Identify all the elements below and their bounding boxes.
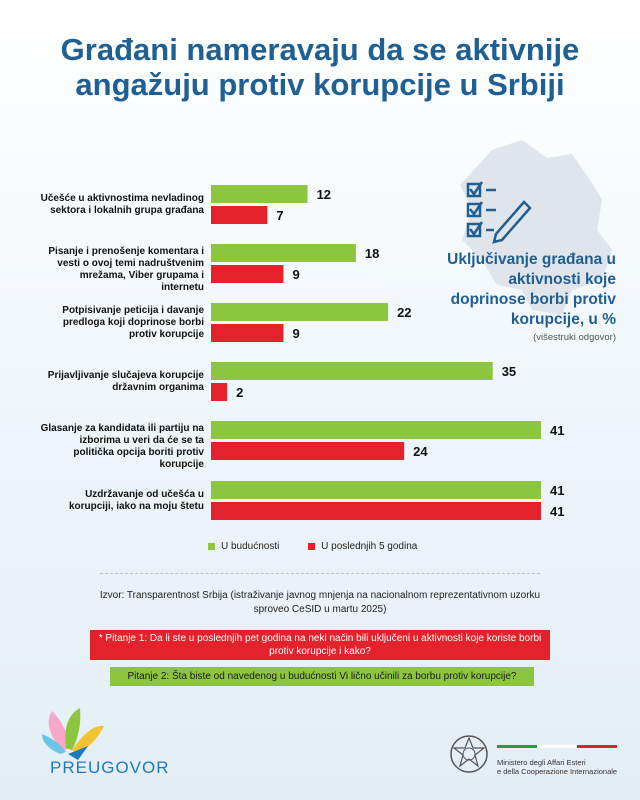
category-label: Prijavljivanje slučajeva korupcije držav… xyxy=(47,369,204,393)
bar-past xyxy=(211,265,284,283)
question-1-box: * Pitanje 1: Da li ste u poslednjih pet … xyxy=(90,630,550,660)
bar-value-label: 7 xyxy=(276,208,283,223)
italian-flag-stripe xyxy=(497,745,617,748)
checklist-pen-icon xyxy=(466,181,532,244)
bar-value-label: 9 xyxy=(292,267,299,282)
preugovor-logo-text: PREUGOVOR xyxy=(50,758,170,777)
bar-value-label: 41 xyxy=(550,504,564,519)
bar-past xyxy=(211,383,228,401)
source-note: Izvor: Transparentnost Srbija (istraživa… xyxy=(99,590,541,615)
bar-value-label: 12 xyxy=(317,187,331,202)
bar-future xyxy=(211,362,493,380)
chart-side-note: (višestruki odgovor) xyxy=(533,332,616,343)
bar-past xyxy=(211,502,541,520)
category-label: Uzdržavanje od učešća u korupciji, iako … xyxy=(68,488,204,512)
bar-past xyxy=(211,206,268,224)
ministry-name: Ministero degli Affari Esteri e della Co… xyxy=(497,758,617,776)
bar-future xyxy=(211,244,356,262)
category-label: Učešće u aktivnostima nevladinog sektora… xyxy=(40,192,204,216)
chart-side-title: Uključivanje građana u aktivnosti koje d… xyxy=(447,251,616,328)
category-label: Glasanje za kandidata ili partiju na izb… xyxy=(40,422,204,470)
bar-past xyxy=(211,442,405,460)
bar-value-label: 18 xyxy=(365,246,379,261)
bar-future xyxy=(211,421,541,439)
bar-value-label: 24 xyxy=(413,444,428,459)
legend-item-past: U poslednjih 5 godina xyxy=(308,541,417,552)
serbia-map-shape xyxy=(460,140,612,315)
bar-chart: 12 7 18 9 22 9 35 2 41 24 41 41 xyxy=(211,185,564,520)
question-2-box: Pitanje 2: Šta biste od navedenog u budu… xyxy=(110,667,534,686)
bar-value-label: 9 xyxy=(292,326,299,341)
bar-value-label: 41 xyxy=(550,483,564,498)
legend-label-past: U poslednjih 5 godina xyxy=(321,541,418,552)
bar-value-label: 35 xyxy=(502,364,516,379)
ministry-line-2: e della Cooperazione Internazionale xyxy=(497,767,618,776)
bar-future xyxy=(211,481,541,499)
category-label: Potpisivanje peticija i davanje predloga… xyxy=(62,304,204,340)
bar-value-label: 22 xyxy=(397,305,411,320)
legend-item-future: U budućnosti xyxy=(208,541,279,552)
bar-value-label: 2 xyxy=(236,385,243,400)
bar-past xyxy=(211,324,284,342)
bar-value-label: 41 xyxy=(550,423,564,438)
page-title: Građani nameravaju da se aktivnije angaž… xyxy=(60,32,580,102)
bar-future xyxy=(211,185,308,203)
chart-legend: U budućnosti U poslednjih 5 godina xyxy=(208,541,443,553)
ministry-line-1: Ministero degli Affari Esteri xyxy=(497,758,586,767)
category-label: Pisanje i prenošenje komentara i vesti o… xyxy=(48,245,204,293)
italian-emblem-icon xyxy=(450,735,488,773)
legend-label-future: U budućnosti xyxy=(221,541,280,552)
preugovor-logo xyxy=(42,708,104,760)
divider xyxy=(100,573,540,574)
bar-future xyxy=(211,303,389,321)
